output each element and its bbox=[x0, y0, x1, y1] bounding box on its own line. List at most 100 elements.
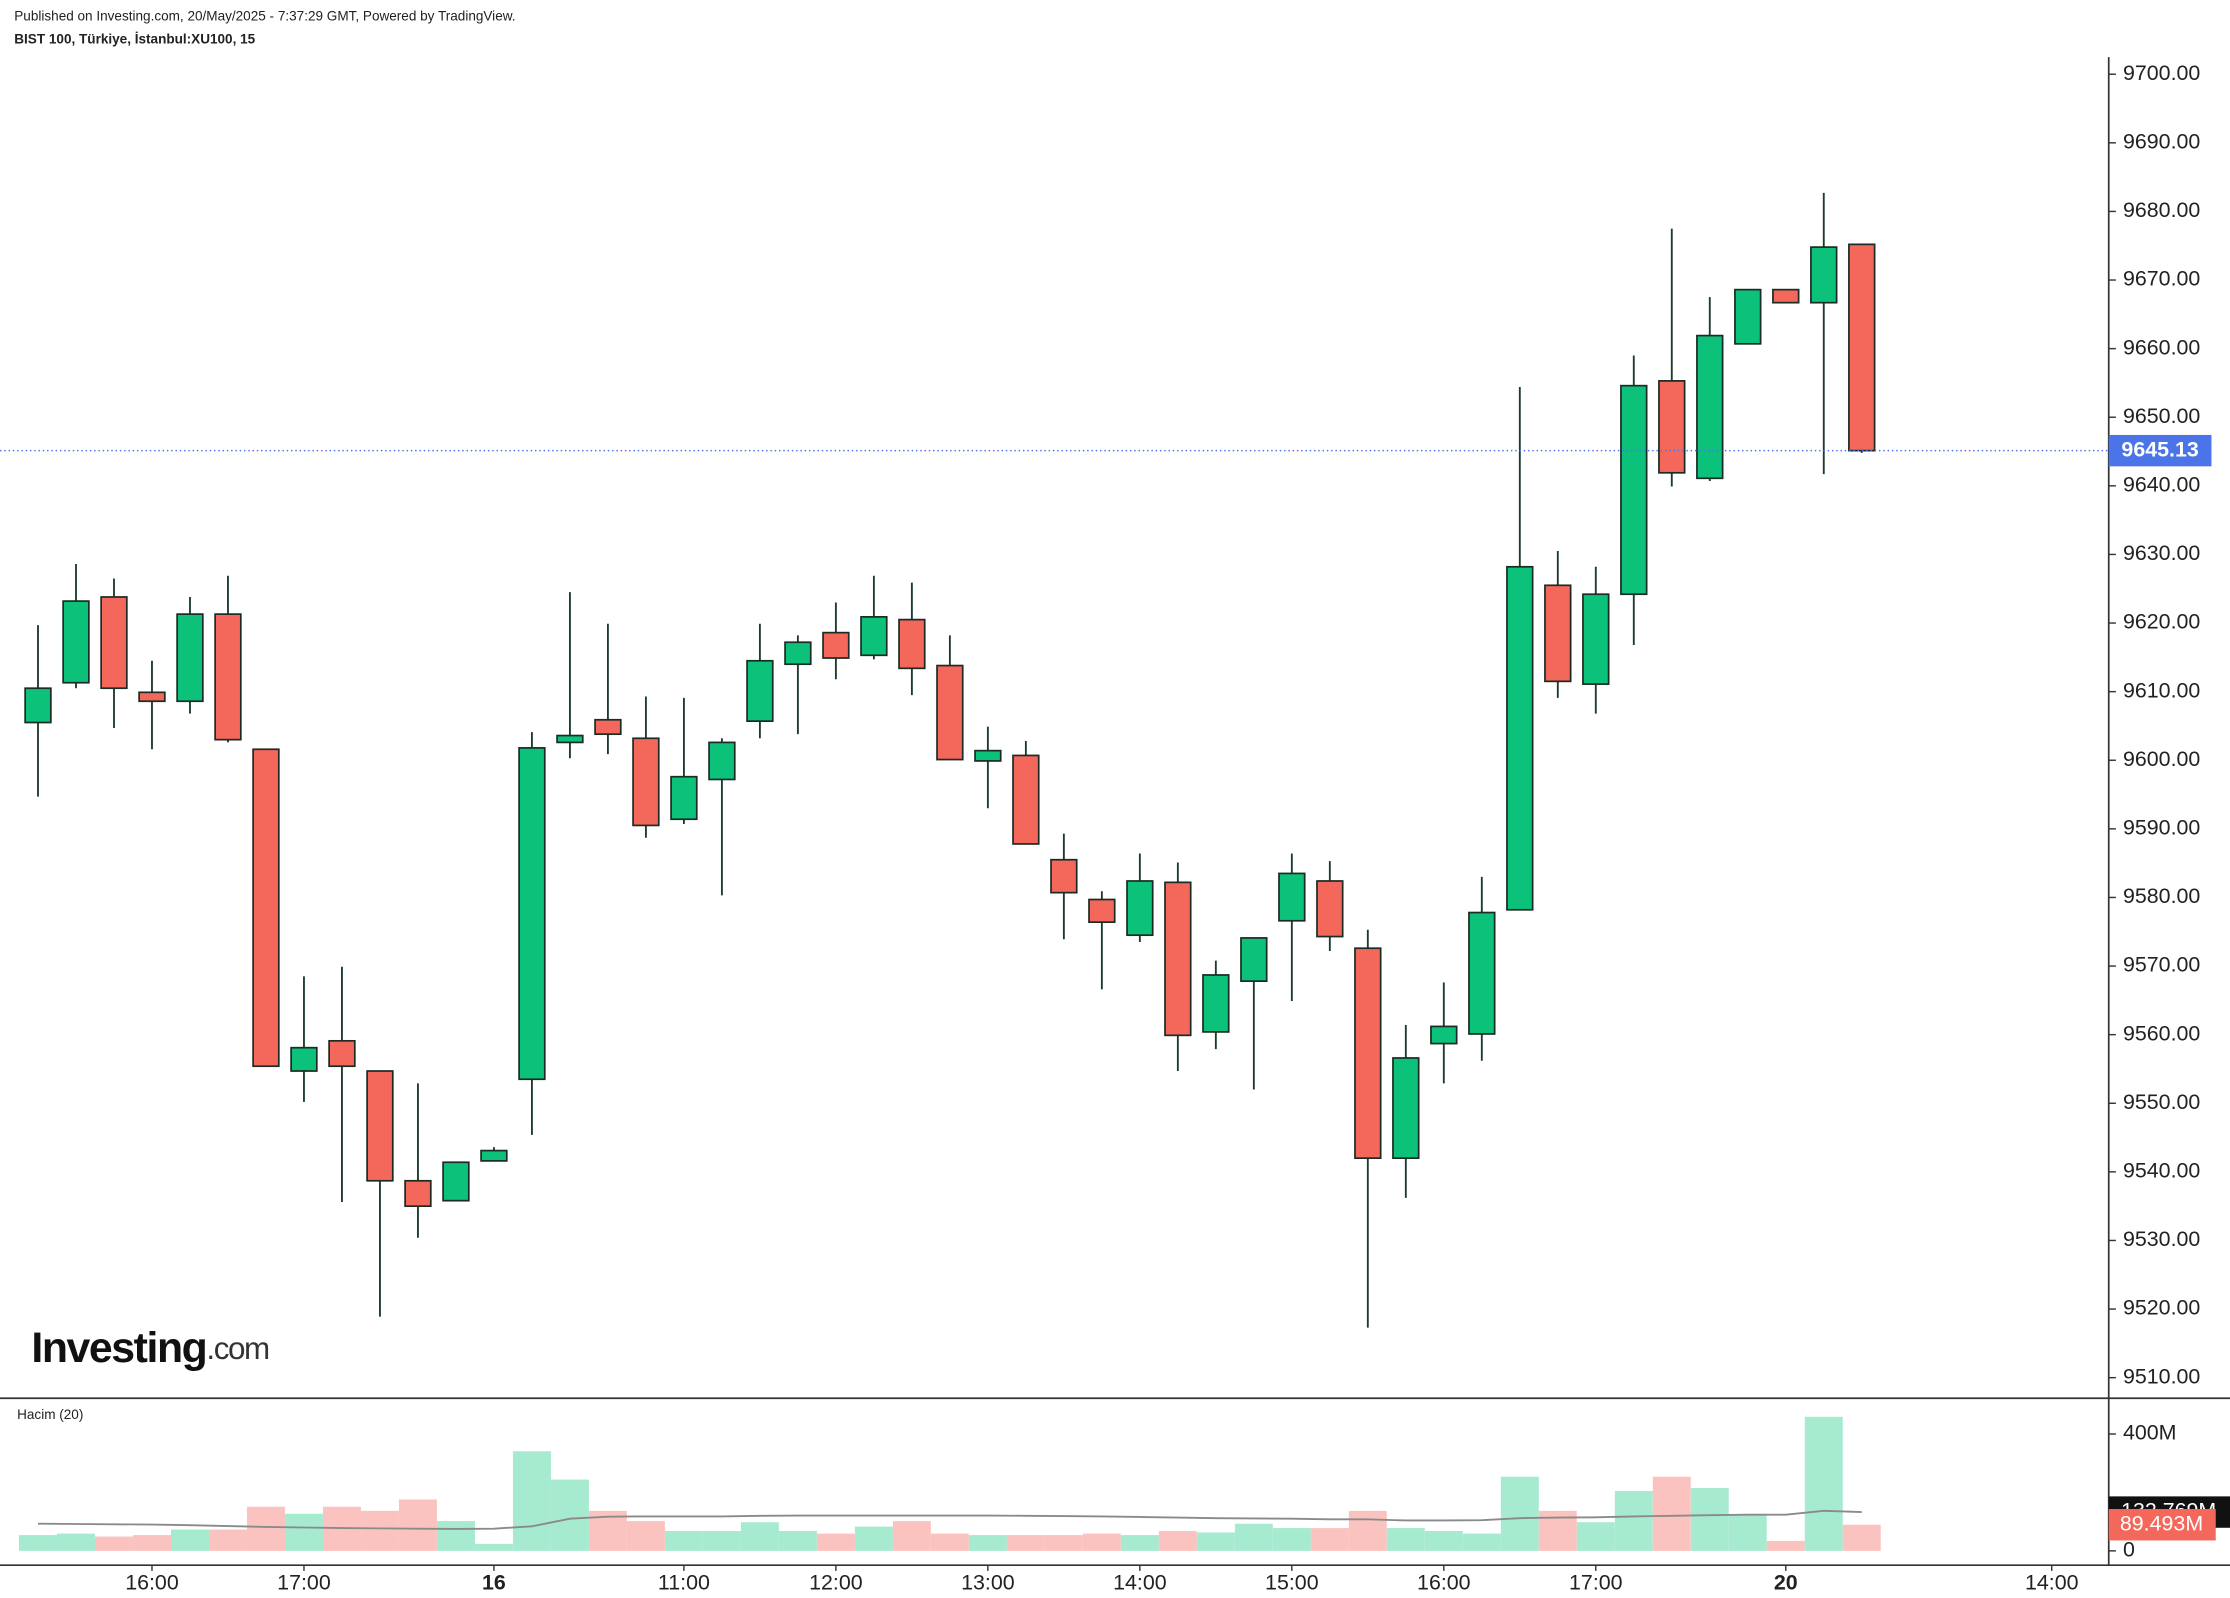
candle-body bbox=[290, 1046, 318, 1072]
x-tick-label: 11:00 bbox=[658, 1570, 710, 1594]
volume-bar bbox=[892, 1521, 931, 1551]
volume-bar bbox=[1424, 1531, 1463, 1551]
volume-ma-line bbox=[37, 1509, 1862, 1530]
x-tick-label: 13:00 bbox=[961, 1570, 1015, 1594]
candle-body bbox=[100, 596, 128, 690]
x-tick-label: 20 bbox=[1774, 1570, 1798, 1594]
candle-body bbox=[1696, 334, 1724, 480]
y-tick-label: 9520.00 bbox=[2123, 1296, 2200, 1320]
y-tick-label: 9560.00 bbox=[2123, 1021, 2200, 1045]
candle-body bbox=[1050, 858, 1078, 894]
candle-body bbox=[214, 613, 242, 741]
volume-bar bbox=[246, 1506, 285, 1551]
y-tick-label: 9680.00 bbox=[2123, 198, 2200, 222]
volume-bar bbox=[930, 1533, 969, 1551]
last-price-label: 9645.13 bbox=[2121, 437, 2198, 461]
candle-body bbox=[936, 664, 964, 761]
x-tick-label: 16 bbox=[482, 1570, 506, 1594]
candle-body bbox=[1088, 898, 1116, 924]
candle-body bbox=[746, 659, 774, 722]
candle-body bbox=[1620, 384, 1648, 596]
candle-body bbox=[632, 737, 660, 827]
y-tick-label: 9650.00 bbox=[2123, 404, 2200, 428]
y-tick-label: 9580.00 bbox=[2123, 884, 2200, 908]
candle-body bbox=[708, 741, 736, 781]
candle-body bbox=[442, 1161, 470, 1202]
volume-bar bbox=[1652, 1476, 1691, 1551]
volume-bar bbox=[57, 1533, 95, 1551]
y-tick-label: 9700.00 bbox=[2123, 61, 2200, 85]
y-tick-label: 9550.00 bbox=[2123, 1090, 2200, 1114]
x-tick-label: 15:00 bbox=[1265, 1570, 1319, 1594]
candle-body bbox=[404, 1179, 432, 1208]
candle-body bbox=[138, 691, 166, 703]
volume-bar bbox=[360, 1510, 399, 1551]
candle-body bbox=[1354, 947, 1382, 1159]
y-tick-label: 9610.00 bbox=[2123, 678, 2200, 702]
candle-body bbox=[556, 734, 584, 744]
volume-bar bbox=[512, 1451, 551, 1551]
x-tick-label: 17:00 bbox=[277, 1570, 331, 1594]
volume-bar bbox=[1158, 1531, 1197, 1551]
y-tick-label: 9600.00 bbox=[2123, 747, 2200, 771]
candle-body bbox=[1506, 565, 1534, 911]
volume-bar bbox=[1728, 1515, 1767, 1551]
y-tick-label: 9660.00 bbox=[2123, 335, 2200, 359]
candle-body bbox=[1810, 246, 1838, 304]
volume-bar bbox=[664, 1531, 703, 1551]
candle-body bbox=[1316, 880, 1344, 938]
volume-bar bbox=[398, 1499, 437, 1551]
volume-tick-label: 400M bbox=[2123, 1421, 2177, 1445]
brand-logo: Investing.com bbox=[31, 1324, 269, 1372]
brand-suffix: .com bbox=[206, 1331, 269, 1366]
candle-body bbox=[328, 1039, 356, 1068]
candle-body bbox=[1734, 288, 1762, 345]
candle-body bbox=[62, 600, 90, 684]
candle-body bbox=[1582, 593, 1610, 685]
published-note: Published on Investing.com, 20/May/2025 … bbox=[14, 9, 515, 24]
volume-last-label: 89.493M bbox=[2120, 1511, 2203, 1535]
x-tick-label: 17:00 bbox=[1569, 1570, 1623, 1594]
candle-body bbox=[1468, 911, 1496, 1035]
y-tick-label: 9620.00 bbox=[2123, 610, 2200, 634]
volume-bar bbox=[740, 1522, 779, 1551]
volume-bar bbox=[816, 1533, 855, 1551]
y-tick-label: 9640.00 bbox=[2123, 472, 2200, 496]
candle-body bbox=[974, 749, 1002, 762]
volume-bar bbox=[550, 1479, 589, 1551]
candle-body bbox=[860, 616, 888, 657]
y-tick-label: 9630.00 bbox=[2123, 541, 2200, 565]
volume-title: Hacim (20) bbox=[17, 1407, 83, 1422]
volume-tick-label: 0 bbox=[2123, 1538, 2135, 1562]
y-tick-label: 9540.00 bbox=[2123, 1159, 2200, 1183]
volume-bar bbox=[1044, 1535, 1083, 1551]
candle-body bbox=[480, 1149, 508, 1162]
candle-body bbox=[1202, 974, 1230, 1033]
volume-bar bbox=[1500, 1476, 1539, 1551]
volume-bar bbox=[1006, 1535, 1045, 1551]
volume-bar bbox=[474, 1543, 513, 1551]
candle-body bbox=[898, 618, 926, 670]
volume-bar bbox=[1272, 1528, 1311, 1551]
candle-body bbox=[252, 748, 280, 1068]
volume-bar bbox=[1804, 1416, 1843, 1551]
volume-bar bbox=[1576, 1522, 1615, 1551]
volume-bar bbox=[133, 1535, 171, 1551]
volume-bar bbox=[1614, 1490, 1653, 1551]
x-tick-label: 16:00 bbox=[1417, 1570, 1471, 1594]
volume-bar bbox=[284, 1513, 323, 1551]
volume-bar bbox=[208, 1529, 247, 1551]
brand-name: Investing bbox=[31, 1324, 206, 1372]
candle-body bbox=[176, 613, 204, 703]
y-tick-label: 9670.00 bbox=[2123, 267, 2200, 291]
candle-body bbox=[1430, 1025, 1458, 1045]
volume-bar bbox=[436, 1521, 475, 1551]
candle-body bbox=[366, 1070, 394, 1182]
volume-bar bbox=[1386, 1528, 1425, 1551]
x-tick-label: 12:00 bbox=[809, 1570, 863, 1594]
candle-body bbox=[1658, 380, 1686, 474]
candle-body bbox=[518, 747, 546, 1081]
